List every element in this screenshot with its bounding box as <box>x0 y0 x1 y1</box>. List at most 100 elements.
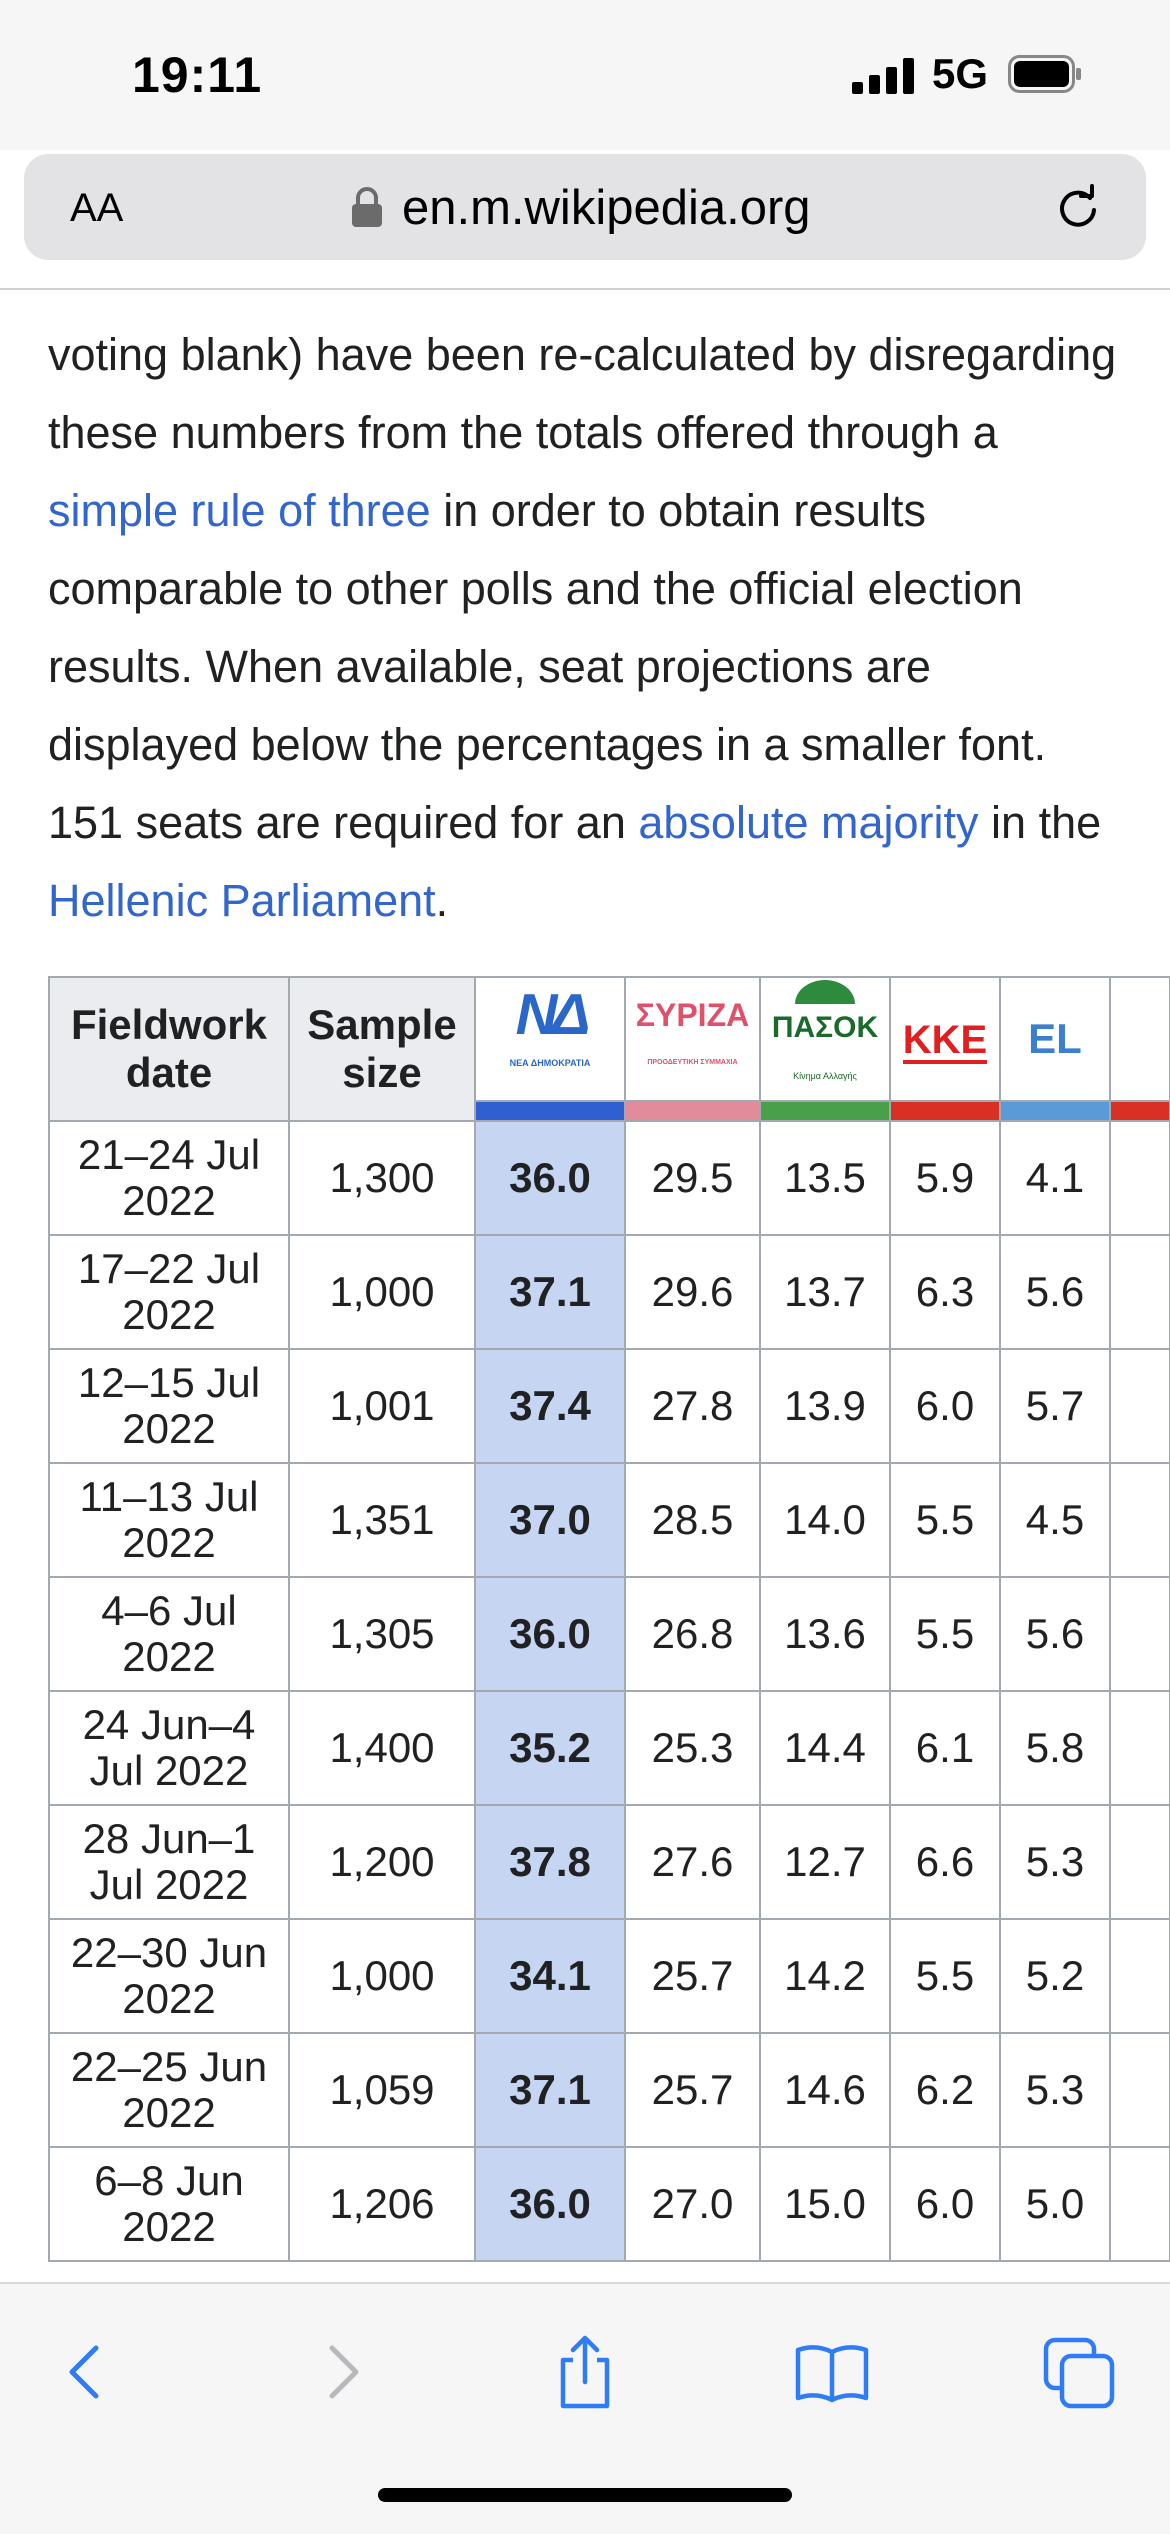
cell-syriza: 29.5 <box>624 1120 761 1236</box>
cell-sample: 1,305 <box>288 1576 476 1692</box>
hellenic-parliament-link[interactable]: Hellenic Parliament <box>48 875 436 926</box>
party-logo-nd[interactable]: ΝΔ ΝΕΑ ΔΗΜΟΚΡΑΤΙΑ <box>474 976 626 1102</box>
address-bar[interactable]: AA en.m.wikipedia.org <box>24 154 1146 260</box>
cell-syriza: 26.8 <box>624 1576 761 1692</box>
cell-sample: 1,400 <box>288 1690 476 1806</box>
cell-cut <box>1109 1804 1170 1920</box>
reload-icon[interactable] <box>1054 184 1102 232</box>
paragraph-text: in the <box>978 797 1102 848</box>
cell-el: 5.2 <box>999 1918 1111 2034</box>
cell-date: 22–30 Jun 2022 <box>48 1918 290 2034</box>
cell-date: 4–6 Jul 2022 <box>48 1576 290 1692</box>
cell-syriza: 25.7 <box>624 1918 761 2034</box>
color-bar-pasok <box>759 1100 891 1122</box>
simple-rule-of-three-link[interactable]: simple rule of three <box>48 485 431 536</box>
cell-el: 5.0 <box>999 2146 1111 2262</box>
back-icon[interactable] <box>48 2332 128 2412</box>
cell-date: 11–13 Jul 2022 <box>48 1462 290 1578</box>
cell-syriza: 27.6 <box>624 1804 761 1920</box>
lock-icon <box>352 187 382 227</box>
cell-kke: 6.0 <box>889 1348 1001 1464</box>
paragraph-text: voting blank) have been re-calculated by… <box>48 329 1117 458</box>
bookmarks-icon[interactable] <box>792 2332 872 2412</box>
cell-nd: 37.1 <box>474 2032 626 2148</box>
cell-pasok: 13.5 <box>759 1120 891 1236</box>
pasok-logo-text: ΠΑΣΟΚ <box>771 1011 879 1044</box>
header-sample-size[interactable]: Sample size <box>288 976 476 1122</box>
cell-el: 5.6 <box>999 1576 1111 1692</box>
cell-el: 5.6 <box>999 1234 1111 1350</box>
syriza-logo-icon: ΣΥΡΙΖΑ <box>635 997 750 1033</box>
url-domain[interactable]: en.m.wikipedia.org <box>402 181 811 235</box>
text-size-button[interactable]: AA <box>70 186 124 230</box>
kke-logo-icon: ΚΚΕ <box>902 1017 988 1064</box>
syriza-logo-subtitle: ΠΡΟΟΔΕΥΤΙΚΗ ΣΥΜΜΑΧΙΑ <box>647 1059 738 1066</box>
cell-date: 21–24 Jul 2022 <box>48 1120 290 1236</box>
cell-kke: 5.5 <box>889 1462 1001 1578</box>
cell-kke: 5.9 <box>889 1120 1001 1236</box>
cell-cut <box>1109 1690 1170 1806</box>
poll-table-container[interactable]: Fieldwork date Sample size ΝΔ ΝΕΑ ΔΗΜΟΚΡΑ… <box>48 976 1170 2281</box>
poll-table: Fieldwork date Sample size ΝΔ ΝΕΑ ΔΗΜΟΚΡΑ… <box>48 976 1170 2262</box>
table-row: 17–22 Jul 2022 1,000 37.1 29.6 13.7 6.3 5.6 <box>48 1234 1170 1350</box>
party-logo-kke[interactable]: ΚΚΕ <box>889 976 1001 1102</box>
header-fieldwork-date[interactable]: Fieldwork date <box>48 976 290 1122</box>
cell-pasok: 14.6 <box>759 2032 891 2148</box>
party-logo-cut <box>1109 976 1170 1102</box>
cell-kke: 5.5 <box>889 1576 1001 1692</box>
party-logo-pasok[interactable]: ΠΑΣΟΚ Κίνημα Αλλαγής <box>759 976 891 1102</box>
cell-kke: 6.6 <box>889 1804 1001 1920</box>
party-logo-syriza[interactable]: ΣΥΡΙΖΑ ΠΡΟΟΔΕΥΤΙΚΗ ΣΥΜΜΑΧΙΑ <box>624 976 761 1102</box>
cell-pasok: 14.2 <box>759 1918 891 2034</box>
clock: 19:11 <box>132 47 263 103</box>
tabs-icon[interactable] <box>1040 2332 1120 2412</box>
party-logo-el[interactable]: EL <box>999 976 1111 1102</box>
cell-date: 17–22 Jul 2022 <box>48 1234 290 1350</box>
network-label: 5G <box>932 50 989 97</box>
cell-syriza: 25.3 <box>624 1690 761 1806</box>
cell-sample: 1,351 <box>288 1462 476 1578</box>
cell-sample: 1,059 <box>288 2032 476 2148</box>
cell-cut <box>1109 1234 1170 1350</box>
home-indicator <box>378 2488 792 2502</box>
paragraph-text: . <box>435 875 449 926</box>
cell-date: 6–8 Jun 2022 <box>48 2146 290 2262</box>
cell-nd: 37.4 <box>474 1348 626 1464</box>
cell-pasok: 12.7 <box>759 1804 891 1920</box>
color-bar-kke <box>889 1100 1001 1122</box>
nd-logo-subtitle: ΝΕΑ ΔΗΜΟΚΡΑΤΙΑ <box>509 1058 591 1068</box>
table-row: 28 Jun–1 Jul 2022 1,200 37.8 27.6 12.7 6.6 5.3 <box>48 1804 1170 1920</box>
color-bar-next <box>1109 1100 1170 1122</box>
table-row: 6–8 Jun 2022 1,206 36.0 27.0 15.0 6.0 5.0 <box>48 2146 1170 2262</box>
cell-el: 5.8 <box>999 1690 1111 1806</box>
color-bar-nd <box>474 1100 626 1122</box>
cell-cut <box>1109 2032 1170 2148</box>
table-row: 4–6 Jul 2022 1,305 36.0 26.8 13.6 5.5 5.6 <box>48 1576 1170 1692</box>
cell-pasok: 13.7 <box>759 1234 891 1350</box>
cell-kke: 6.1 <box>889 1690 1001 1806</box>
paragraph-text: in order to obtain results comparable to… <box>48 485 1047 848</box>
cell-pasok: 14.4 <box>759 1690 891 1806</box>
table-row: 11–13 Jul 2022 1,351 37.0 28.5 14.0 5.5 4.5 <box>48 1462 1170 1578</box>
cell-nd: 36.0 <box>474 2146 626 2262</box>
cell-kke: 6.0 <box>889 2146 1001 2262</box>
cell-pasok: 13.9 <box>759 1348 891 1464</box>
table-row: 22–30 Jun 2022 1,000 34.1 25.7 14.2 5.5 5.2 <box>48 1918 1170 2034</box>
cell-cut <box>1109 1462 1170 1578</box>
share-icon[interactable] <box>545 2332 625 2412</box>
signal-icon <box>852 58 918 94</box>
forward-icon[interactable] <box>300 2332 380 2412</box>
cell-date: 28 Jun–1 Jul 2022 <box>48 1804 290 1920</box>
header-divider <box>0 288 1170 290</box>
article-paragraph: voting blank) have been re-calculated by… <box>48 316 1128 940</box>
cell-cut <box>1109 1576 1170 1692</box>
el-logo-text: EL <box>1028 1015 1082 1062</box>
absolute-majority-link[interactable]: absolute majority <box>638 797 979 848</box>
cell-nd: 34.1 <box>474 1918 626 2034</box>
cell-nd: 37.0 <box>474 1462 626 1578</box>
table-row: 22–25 Jun 2022 1,059 37.1 25.7 14.6 6.2 5.3 <box>48 2032 1170 2148</box>
cell-el: 5.3 <box>999 1804 1111 1920</box>
cell-syriza: 27.0 <box>624 2146 761 2262</box>
cell-cut <box>1109 1120 1170 1236</box>
cell-cut <box>1109 2146 1170 2262</box>
